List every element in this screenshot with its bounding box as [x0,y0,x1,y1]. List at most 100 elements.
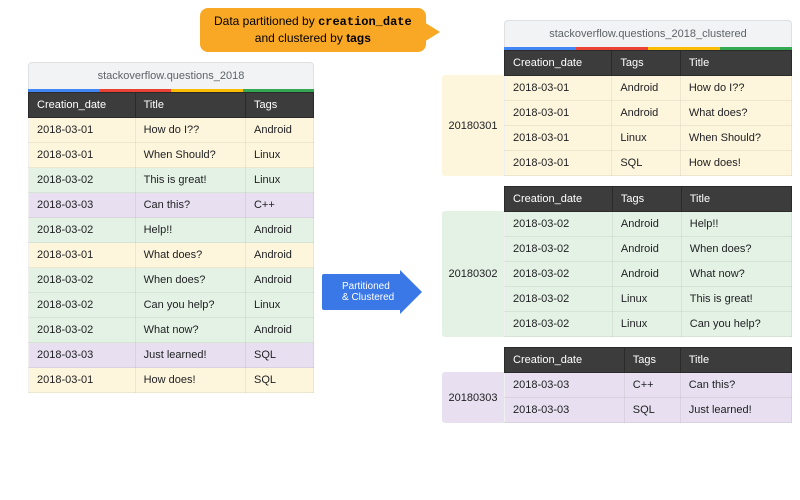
cell: What now? [681,262,791,287]
cell: When does? [681,237,791,262]
cell: Can you help? [681,312,791,337]
table-row: 2018-03-01AndroidWhat does? [505,101,792,126]
cell: 2018-03-02 [505,237,613,262]
cell: Just learned! [135,343,245,368]
column-header: Title [135,93,245,118]
cell: 2018-03-02 [505,262,613,287]
table-row: 2018-03-01AndroidHow do I?? [505,76,792,101]
cell: SQL [612,151,680,176]
source-table: Creation_dateTitleTags 2018-03-01How do … [28,92,314,393]
partition-group: 20180303Creation_dateTagsTitle2018-03-03… [442,347,792,423]
partition-table: Creation_dateTagsTitle2018-03-03C++Can t… [504,347,792,423]
cell: 2018-03-02 [29,293,136,318]
cell: Linux [612,126,680,151]
cell: 2018-03-03 [505,373,625,398]
table-row: 2018-03-01When Should?Linux [29,143,314,168]
partition-header-row: Creation_dateTagsTitle [505,51,792,76]
cell: 2018-03-01 [505,126,612,151]
table-row: 2018-03-02AndroidWhat now? [505,262,792,287]
table-row: 2018-03-02LinuxThis is great! [505,287,792,312]
table-row: 2018-03-03SQLJust learned! [505,398,792,423]
cell: How do I?? [135,118,245,143]
cell: Linux [612,287,681,312]
cell: SQL [245,343,313,368]
cell: This is great! [135,168,245,193]
arrow-line2: & Clustered [342,292,394,303]
source-table-container: stackoverflow.questions_2018 Creation_da… [28,62,314,393]
source-table-title: stackoverflow.questions_2018 [28,62,314,89]
partition-header-row: Creation_dateTagsTitle [505,348,792,373]
cell: Android [245,218,313,243]
cell: This is great! [681,287,791,312]
cell: What now? [135,318,245,343]
cell: What does? [680,101,791,126]
cell: Android [245,268,313,293]
column-header: Creation_date [505,51,612,76]
cell: Android [612,212,681,237]
table-row: 2018-03-01LinuxWhen Should? [505,126,792,151]
cell: How do I?? [680,76,791,101]
cell: Android [612,101,680,126]
cell: 2018-03-02 [29,168,136,193]
table-row: 2018-03-01What does?Android [29,243,314,268]
cell: Can this? [135,193,245,218]
cell: 2018-03-01 [29,243,136,268]
table-row: 2018-03-01How does!SQL [29,368,314,393]
table-row: 2018-03-02This is great!Linux [29,168,314,193]
source-tbody: 2018-03-01How do I??Android2018-03-01Whe… [29,118,314,393]
cell: Android [245,118,313,143]
cell: 2018-03-02 [505,312,613,337]
cell: SQL [245,368,313,393]
table-row: 2018-03-02When does?Android [29,268,314,293]
cell: When Should? [680,126,791,151]
callout-bubble: Data partitioned by creation_date and cl… [200,8,426,52]
cell: Android [245,243,313,268]
column-header: Creation_date [29,93,136,118]
table-row: 2018-03-01How do I??Android [29,118,314,143]
column-header: Creation_date [505,348,625,373]
cell: What does? [135,243,245,268]
cell: C++ [245,193,313,218]
cell: 2018-03-02 [505,287,613,312]
cell: 2018-03-01 [29,143,136,168]
partition-label: 20180302 [442,211,504,337]
callout-text-2: and clustered by [255,31,346,45]
cell: Linux [245,293,313,318]
arrow-head-icon [400,270,422,314]
cell: SQL [624,398,680,423]
callout-code-1: creation_date [318,15,412,29]
clustered-table-title: stackoverflow.questions_2018_clustered [504,20,792,47]
clustered-container: stackoverflow.questions_2018_clustered 2… [442,20,792,433]
column-header: Title [680,51,791,76]
table-row: 2018-03-03C++Can this? [505,373,792,398]
column-header: Tags [612,51,680,76]
cell: Linux [245,168,313,193]
table-row: 2018-03-02Can you help?Linux [29,293,314,318]
table-row: 2018-03-03Just learned!SQL [29,343,314,368]
column-header: Tags [624,348,680,373]
cell: 2018-03-03 [29,343,136,368]
callout-code-2: tags [346,31,371,45]
cell: 2018-03-03 [505,398,625,423]
cell: 2018-03-03 [29,193,136,218]
column-header: Title [680,348,791,373]
cell: Android [612,76,680,101]
cell: How does! [680,151,791,176]
cell: Help!! [135,218,245,243]
table-row: 2018-03-03Can this?C++ [29,193,314,218]
cell: Android [612,262,681,287]
cell: 2018-03-01 [29,118,136,143]
partition-label: 20180301 [442,75,504,176]
partition-table: Creation_dateTagsTitle2018-03-02AndroidH… [504,186,792,337]
cell: 2018-03-02 [505,212,613,237]
callout-text: Data partitioned by [214,14,318,28]
table-row: 2018-03-02AndroidWhen does? [505,237,792,262]
cell: Can this? [680,373,791,398]
cell: 2018-03-02 [29,268,136,293]
cell: When does? [135,268,245,293]
google-color-bar [28,89,314,92]
table-row: 2018-03-01SQLHow does! [505,151,792,176]
cell: 2018-03-01 [505,101,612,126]
cell: Help!! [681,212,791,237]
cell: How does! [135,368,245,393]
